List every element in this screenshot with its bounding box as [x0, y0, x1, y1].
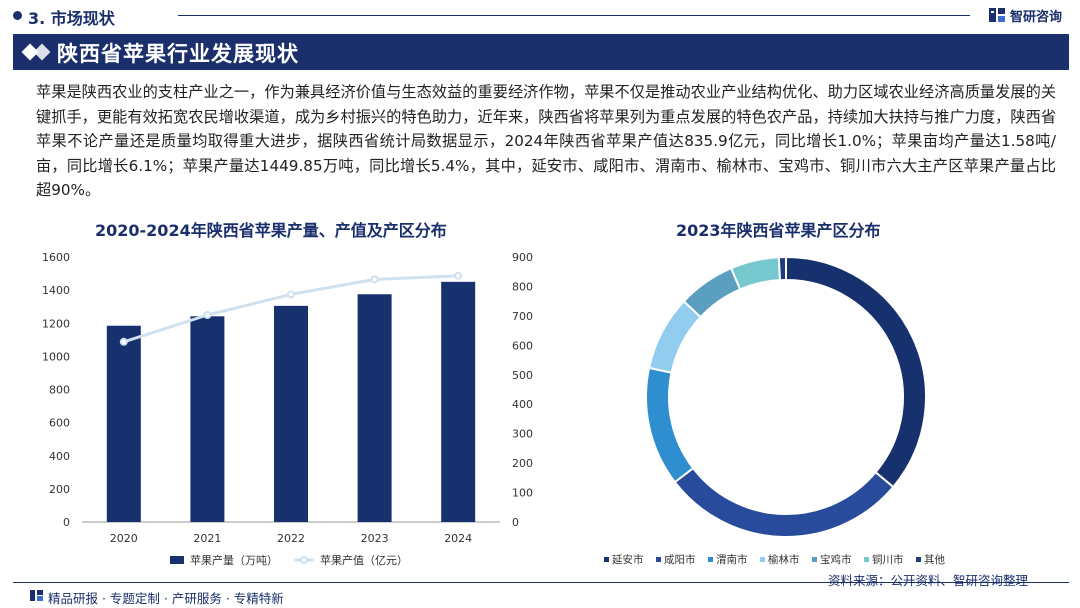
legend-swatch [708, 557, 713, 562]
legend-line-label: 苹果产值（亿元） [320, 553, 408, 567]
footer-tagline: 精品研报 · 专题定制 · 产研服务 · 专精特新 [48, 591, 284, 606]
legend-line-marker [300, 556, 308, 564]
y-right-tick-label: 100 [512, 487, 533, 500]
legend-label: 榆林市 [768, 553, 800, 566]
title-bar: 陕西省苹果行业发展现状 [13, 34, 1069, 70]
section-label: 3. 市场现状 [28, 9, 115, 28]
diamond-icon-2 [33, 43, 51, 61]
x-tick-label: 2021 [193, 532, 221, 545]
donut-slice [645, 366, 695, 484]
page-title: 陕西省苹果行业发展现状 [57, 42, 299, 66]
brand-logo-icon [989, 8, 1005, 22]
y-right-tick-label: 400 [512, 398, 533, 411]
line-point [370, 275, 379, 284]
line-point [454, 271, 463, 280]
donut-slice [777, 255, 787, 282]
donut-slice [785, 255, 927, 489]
y-left-tick-label: 1600 [42, 251, 70, 264]
brand: 智研咨询 [988, 5, 1062, 25]
x-tick-label: 2024 [444, 532, 472, 545]
donut-slice [647, 299, 703, 374]
y-left-tick-label: 800 [49, 384, 70, 397]
legend-swatch [760, 557, 765, 562]
legend-label: 延安市 [612, 553, 644, 566]
footer-logo-icon [30, 590, 43, 601]
bar-chart-title: 2020-2024年陕西省苹果产量、产值及产区分布 [95, 221, 447, 240]
source-note: 资料来源：公开资料、智研咨询整理 [828, 573, 1029, 588]
bullet-dot [13, 11, 22, 20]
y-left-tick-label: 200 [49, 483, 70, 496]
bar [357, 294, 392, 522]
y-left-tick-label: 600 [49, 417, 70, 430]
legend-label: 铜川市 [872, 553, 904, 566]
legend-label: 宝鸡市 [820, 553, 852, 566]
x-tick-label: 2023 [361, 532, 389, 545]
y-left-tick-label: 1000 [42, 350, 70, 363]
top-bar: 3. 市场现状 智研咨询 [0, 0, 1080, 30]
donut-chart: 延安市 咸阳市 渭南市 榆林市 宝鸡市 铜川市 其他 [604, 255, 945, 566]
line-point [287, 290, 295, 299]
y-right-tick-label: 500 [512, 369, 533, 382]
y-right-tick-label: 600 [512, 339, 533, 352]
donut-slice [673, 466, 895, 538]
bar [106, 325, 141, 522]
bar [190, 316, 225, 522]
intro-paragraph: 苹果是陕西农业的支柱产业之一，作为兼具经济价值与生态效益的重要经济作物，苹果不仅… [36, 83, 1056, 200]
legend-swatch [604, 557, 609, 562]
legend-swatch [864, 557, 869, 562]
donut-slice [729, 256, 782, 291]
y-right-tick-label: 900 [512, 251, 533, 264]
y-right-tick-label: 800 [512, 280, 533, 293]
legend-label: 咸阳市 [664, 553, 696, 566]
legend-swatch [656, 557, 661, 562]
legend-label: 其他 [924, 553, 945, 566]
x-tick-label: 2022 [277, 532, 305, 545]
line-point [203, 311, 212, 320]
y-right-tick-label: 700 [512, 310, 533, 323]
pie-chart-title: 2023年陕西省苹果产区分布 [676, 221, 881, 240]
y-right-tick-label: 300 [512, 428, 533, 441]
y-left-tick-label: 1200 [42, 317, 70, 330]
y-left-tick-label: 0 [63, 516, 70, 529]
legend-label: 渭南市 [716, 553, 748, 566]
bar [441, 281, 476, 522]
donut-slice [682, 266, 742, 319]
legend-swatch [812, 557, 817, 562]
y-right-tick-label: 200 [512, 457, 533, 470]
header-rule [178, 15, 970, 16]
legend-bar-swatch [170, 556, 184, 564]
bar [274, 305, 308, 522]
y-left-tick-label: 400 [49, 450, 70, 463]
y-right-tick-label: 0 [512, 516, 519, 529]
x-tick-label: 2020 [110, 532, 138, 545]
line-point [119, 337, 128, 346]
footer-rule [13, 582, 1069, 583]
y-left-tick-label: 1400 [42, 284, 70, 297]
footer: 精品研报 · 专题定制 · 产研服务 · 专精特新 [0, 582, 1080, 608]
brand-name: 智研咨询 [1010, 9, 1063, 25]
legend-swatch [916, 557, 921, 562]
legend-bar-label: 苹果产量（万吨） [190, 553, 278, 567]
bar-line-chart: 0 200 400 600 800 1000 1200 1400 1600 0 100 200 300 4… [42, 251, 533, 567]
